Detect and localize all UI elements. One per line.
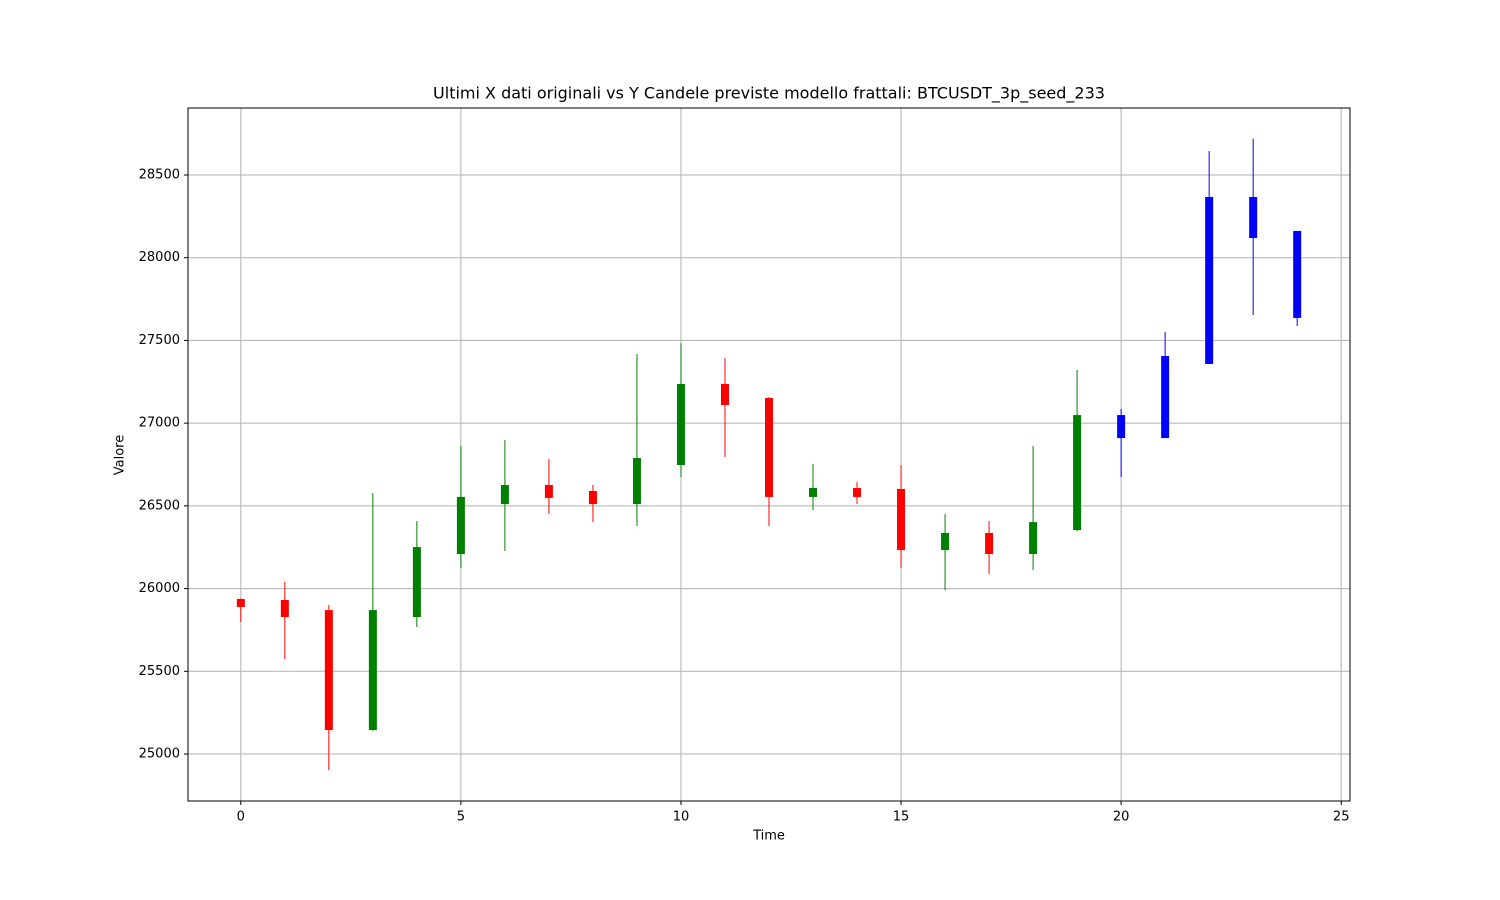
x-tick-label: 0: [237, 810, 245, 825]
candle-body: [1029, 522, 1038, 555]
y-tick-label: 26500: [139, 498, 180, 513]
candle-body: [632, 458, 641, 505]
candle-body: [941, 532, 950, 551]
y-tick-label: 27500: [139, 333, 180, 348]
y-tick-label: 27000: [139, 416, 180, 431]
candle-body: [456, 496, 465, 555]
candle-body: [1293, 230, 1302, 318]
candle-body: [720, 383, 729, 405]
candle-body: [1249, 197, 1258, 239]
x-tick-label: 15: [893, 810, 910, 825]
candle-body: [765, 398, 773, 497]
candle-body: [897, 488, 906, 551]
candle-body: [1073, 415, 1082, 531]
candle-body: [676, 383, 685, 466]
candle-body: [324, 610, 333, 731]
y-axis-label: Valore: [113, 435, 128, 475]
x-tick-label: 20: [1113, 810, 1130, 825]
candle-body: [544, 485, 553, 498]
candle-body: [368, 610, 377, 731]
candle-body: [412, 547, 421, 618]
y-tick-label: 28500: [139, 168, 180, 183]
candle-body: [985, 532, 994, 555]
candle-body: [588, 490, 597, 505]
x-axis-label: Time: [752, 829, 785, 844]
x-tick-label: 25: [1333, 810, 1350, 825]
x-tick-label: 10: [673, 810, 690, 825]
candle-body: [1205, 197, 1214, 364]
chart-title: Ultimi X dati originali vs Y Candele pre…: [433, 84, 1105, 104]
candle-body: [1161, 355, 1170, 439]
y-tick-label: 26000: [139, 581, 180, 596]
candle-body: [809, 488, 818, 497]
candle-body: [236, 599, 245, 607]
plot-frame: [187, 107, 1351, 802]
candle-body: [853, 488, 862, 497]
y-tick-label: 25500: [139, 664, 180, 679]
x-tick-label: 5: [457, 810, 465, 825]
candle-body: [500, 485, 509, 505]
candle-body: [1117, 415, 1126, 439]
candle-body: [280, 599, 289, 618]
y-tick-label: 28000: [139, 250, 180, 265]
y-tick-label: 25000: [139, 747, 180, 762]
